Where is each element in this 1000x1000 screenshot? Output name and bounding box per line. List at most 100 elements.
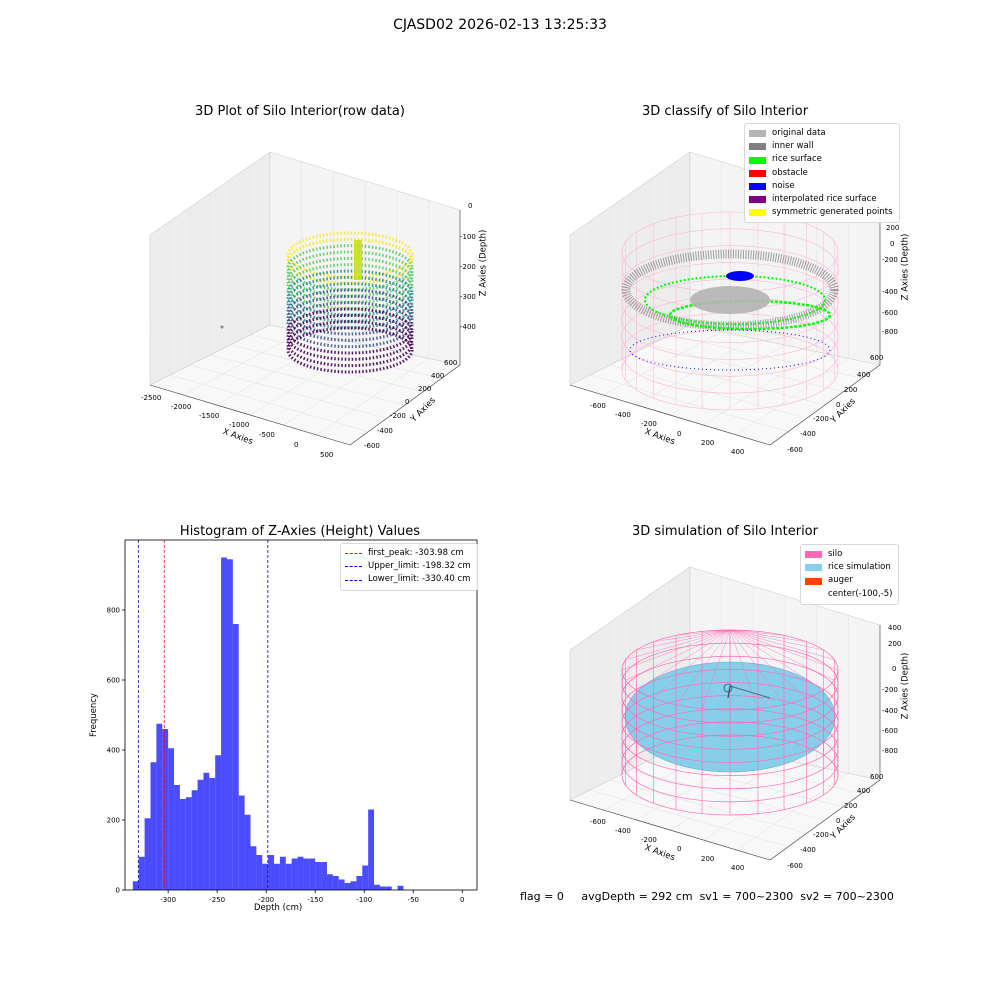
y-tick-label: 600: [107, 677, 120, 685]
legend-label: Lower_limit: -330.40 cm: [368, 574, 471, 585]
histogram-bar: [179, 799, 186, 890]
p4-ytick: 600: [870, 773, 884, 781]
legend-label: center(-100,-5): [828, 588, 893, 599]
histogram-bar: [250, 846, 257, 890]
histogram-bar: [315, 862, 322, 890]
legend-item: center(-100,-5): [805, 588, 892, 601]
legend-item: Upper_limit: -198.32 cm: [345, 560, 471, 573]
y-tick-label: 200: [107, 817, 120, 825]
panel4-canvas: [569, 566, 881, 861]
legend-swatch: [805, 551, 822, 559]
silo-roof-line: [653, 629, 731, 699]
y-tick-label: 0: [116, 887, 120, 895]
legend-item: rice surface: [749, 153, 893, 166]
histogram-bar: [262, 863, 269, 890]
p2-ytick: -200: [813, 415, 829, 423]
legend-label: first_peak: -303.98 cm: [368, 548, 464, 558]
p4-xtick: 400: [731, 864, 745, 872]
p4-ztick: 400: [888, 624, 902, 632]
y-axis-label: Frequency: [88, 693, 99, 737]
p2-ztick: -200: [882, 256, 898, 264]
legend-label: symmetric generated points: [772, 207, 893, 218]
legend-line: [345, 553, 362, 555]
legend-swatch: [749, 143, 766, 151]
p2-ztick: -800: [882, 328, 898, 336]
silo-roof-line: [729, 629, 835, 660]
p1-xtick: -2000: [171, 403, 192, 411]
legend-item: noise: [749, 180, 893, 193]
y-axis-line: [769, 364, 881, 446]
histogram-bar: [244, 814, 251, 890]
p1-xtick: 0: [294, 441, 299, 449]
p4-xtick: 0: [677, 845, 682, 853]
silo-roof-line: [729, 629, 785, 705]
histogram-bar: [215, 755, 222, 890]
y-tick-label: 800: [107, 607, 120, 615]
legend-label: rice simulation: [828, 562, 891, 573]
histogram-bar: [162, 729, 169, 890]
x-tick-label: -150: [307, 896, 323, 904]
p4-ztick: -600: [882, 727, 898, 735]
histogram-bar: [268, 855, 275, 890]
figure-title: CJASD02 2026-02-13 13:25:33: [393, 17, 607, 33]
histogram-bar: [174, 785, 180, 890]
legend-swatch: [749, 196, 766, 204]
legend-item: interpolated rice surface: [749, 193, 893, 206]
legend-line: [345, 566, 362, 568]
legend-label: interpolated rice surface: [772, 194, 877, 205]
histogram-bar: [197, 779, 204, 890]
p4-ztick: -400: [882, 707, 898, 715]
p1-xtick: 500: [320, 451, 334, 459]
p4-ztick: 200: [888, 640, 902, 648]
p2-ztick: -600: [882, 309, 898, 317]
legend-label: original data: [772, 128, 826, 138]
histogram-bar: [168, 748, 175, 890]
silo-roof-line: [653, 629, 731, 642]
p1-ztick: -100: [460, 233, 476, 241]
silo-roof-line: [729, 629, 759, 709]
legend-swatch: [749, 182, 766, 190]
p2-ytick: -600: [787, 446, 803, 454]
p1-ztick: -300: [460, 293, 476, 301]
noise-points: [726, 271, 754, 281]
p4-xtick: -200: [641, 836, 657, 844]
p2-ytick: 600: [870, 354, 884, 362]
histogram-bar: [326, 874, 333, 890]
x-axis-line: [149, 384, 351, 446]
p2-ztick: -400: [882, 288, 898, 296]
histogram-legend: first_peak: -303.98 cm Upper_limit: -198…: [340, 543, 478, 591]
x-axis-label: Depth (cm): [254, 903, 303, 913]
panel1-3d-plot: [140, 140, 500, 470]
histogram-bar: [285, 863, 292, 890]
legend-swatch: [749, 130, 766, 138]
p1-ztick: -400: [460, 323, 476, 331]
histogram-bar: [385, 886, 392, 890]
silo-roof-line: [729, 629, 807, 699]
histogram-bar: [232, 624, 239, 890]
p2-xtick: -400: [615, 411, 631, 419]
histogram-bar: [379, 886, 386, 890]
legend-swatch: [749, 209, 766, 217]
silo-roof-line: [729, 629, 758, 632]
x-tick-label: -50: [408, 896, 419, 904]
p4-ytick: -400: [800, 846, 816, 854]
legend-swatch: [805, 577, 822, 585]
histogram-bar: [356, 876, 363, 890]
plot-frame: [124, 539, 478, 891]
p1-xtick: -1000: [229, 421, 250, 429]
point-ring: [286, 301, 414, 349]
legend-item: symmetric generated points: [749, 206, 893, 219]
p4-ytick: -200: [813, 831, 829, 839]
legend-item: obstacle: [749, 167, 893, 180]
point-ring: [286, 263, 414, 311]
histogram-bar: [338, 879, 345, 890]
histogram-bar: [226, 559, 233, 890]
silo-roof-line: [729, 629, 785, 636]
auger-marker: [729, 685, 771, 699]
sv1-text: sv1 = 700~2300: [699, 890, 794, 903]
histogram-bar: [185, 797, 192, 890]
silo-roof-line: [625, 629, 731, 681]
histogram-bar: [397, 885, 404, 890]
